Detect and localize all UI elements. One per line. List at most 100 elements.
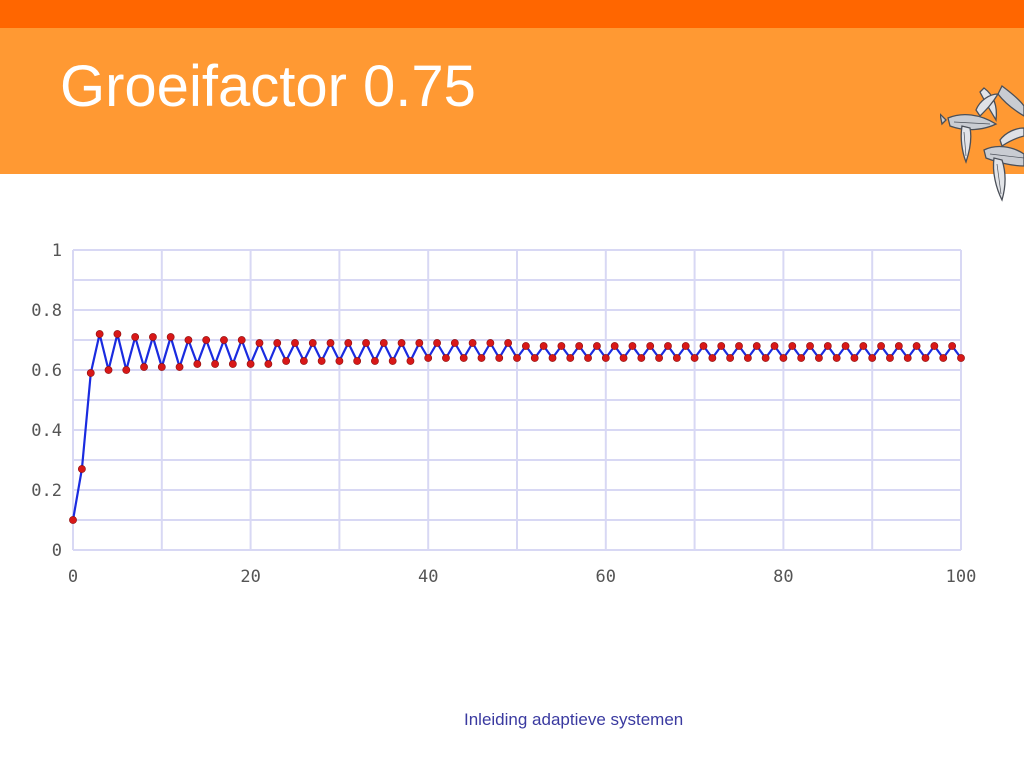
data-point [362, 339, 370, 347]
data-point [344, 339, 353, 347]
data-point [601, 354, 610, 362]
data-point [530, 354, 539, 362]
data-point [95, 330, 104, 338]
data-point [823, 342, 832, 350]
data-point [104, 366, 113, 374]
data-point [69, 516, 77, 524]
data-point [175, 363, 184, 371]
data-point [850, 354, 859, 362]
flying-fish-icon [940, 85, 1024, 202]
slide-footer: Inleiding adaptieve systemen [464, 710, 684, 729]
data-point [735, 342, 743, 350]
y-tick-label: 0 [52, 541, 62, 561]
data-point [486, 339, 495, 347]
data-point [149, 333, 157, 341]
data-point [593, 342, 601, 350]
data-point [442, 354, 450, 362]
x-tick-label: 20 [240, 567, 260, 587]
data-point [930, 342, 939, 350]
data-point [353, 357, 362, 365]
data-point [619, 354, 628, 362]
data-point [557, 342, 566, 350]
data-point [690, 354, 699, 362]
data-point [122, 366, 131, 374]
data-point [193, 360, 202, 368]
chart-grid [72, 249, 962, 551]
data-point [157, 363, 166, 371]
data-point [220, 336, 228, 344]
data-point [379, 339, 388, 347]
data-point [211, 360, 219, 368]
data-point [957, 354, 965, 362]
data-point [743, 354, 752, 362]
data-point [388, 357, 397, 365]
data-point [681, 342, 690, 350]
data-point [610, 342, 619, 350]
data-point [450, 339, 459, 347]
data-point [708, 354, 717, 362]
y-tick-label: 0.2 [31, 481, 62, 501]
data-point [282, 357, 291, 365]
data-point [317, 357, 326, 365]
data-point [371, 357, 379, 365]
chart-ticks: 0 20 40 60 80 100 0 0.2 0.4 0.6 0.8 1 [31, 241, 976, 587]
data-point [646, 342, 655, 350]
data-point [912, 342, 921, 350]
data-point [672, 354, 681, 362]
data-point [477, 354, 486, 362]
data-point [655, 354, 663, 362]
y-tick-label: 0.8 [31, 301, 62, 321]
data-point [877, 342, 885, 350]
data-point [433, 339, 441, 347]
data-point [903, 354, 912, 362]
data-point [761, 354, 770, 362]
data-point [255, 339, 264, 347]
data-point [788, 342, 797, 350]
data-point [752, 342, 761, 350]
data-point [726, 354, 735, 362]
data-point [459, 354, 468, 362]
data-point [628, 342, 637, 350]
data-point [495, 354, 504, 362]
y-tick-label: 0.6 [31, 361, 62, 381]
data-point [131, 333, 140, 341]
data-point [406, 357, 415, 365]
data-point [468, 339, 477, 347]
data-point [566, 354, 575, 362]
data-point [779, 354, 788, 362]
data-point [939, 354, 948, 362]
data-point [77, 465, 86, 473]
data-point [86, 369, 95, 377]
data-point [717, 342, 726, 350]
x-tick-label: 0 [68, 567, 78, 587]
data-point [575, 342, 584, 350]
data-point [806, 342, 814, 350]
data-point [868, 354, 877, 362]
data-point [291, 339, 299, 347]
data-point [859, 342, 868, 350]
y-tick-label: 0.4 [31, 421, 62, 441]
data-point [584, 354, 592, 362]
data-point [202, 336, 211, 344]
data-point [948, 342, 957, 350]
data-point [894, 342, 903, 350]
data-point [140, 363, 148, 371]
header-top-stripe [0, 0, 1024, 28]
data-point [521, 342, 530, 350]
data-point [832, 354, 841, 362]
data-point [548, 354, 557, 362]
line-chart: 0 20 40 60 80 100 0 0.2 0.4 0.6 0.8 1 [31, 241, 976, 587]
series-markers [69, 330, 965, 524]
x-tick-label: 40 [418, 567, 438, 587]
data-point [308, 339, 317, 347]
title-band [0, 28, 1024, 174]
data-point [513, 354, 521, 362]
data-point [335, 357, 344, 365]
data-point [699, 342, 708, 350]
data-point [299, 357, 308, 365]
slide-title: Groeifactor 0.75 [60, 54, 476, 119]
data-point [415, 339, 424, 347]
x-tick-label: 100 [946, 567, 977, 587]
data-point [664, 342, 672, 350]
data-point [841, 342, 850, 350]
